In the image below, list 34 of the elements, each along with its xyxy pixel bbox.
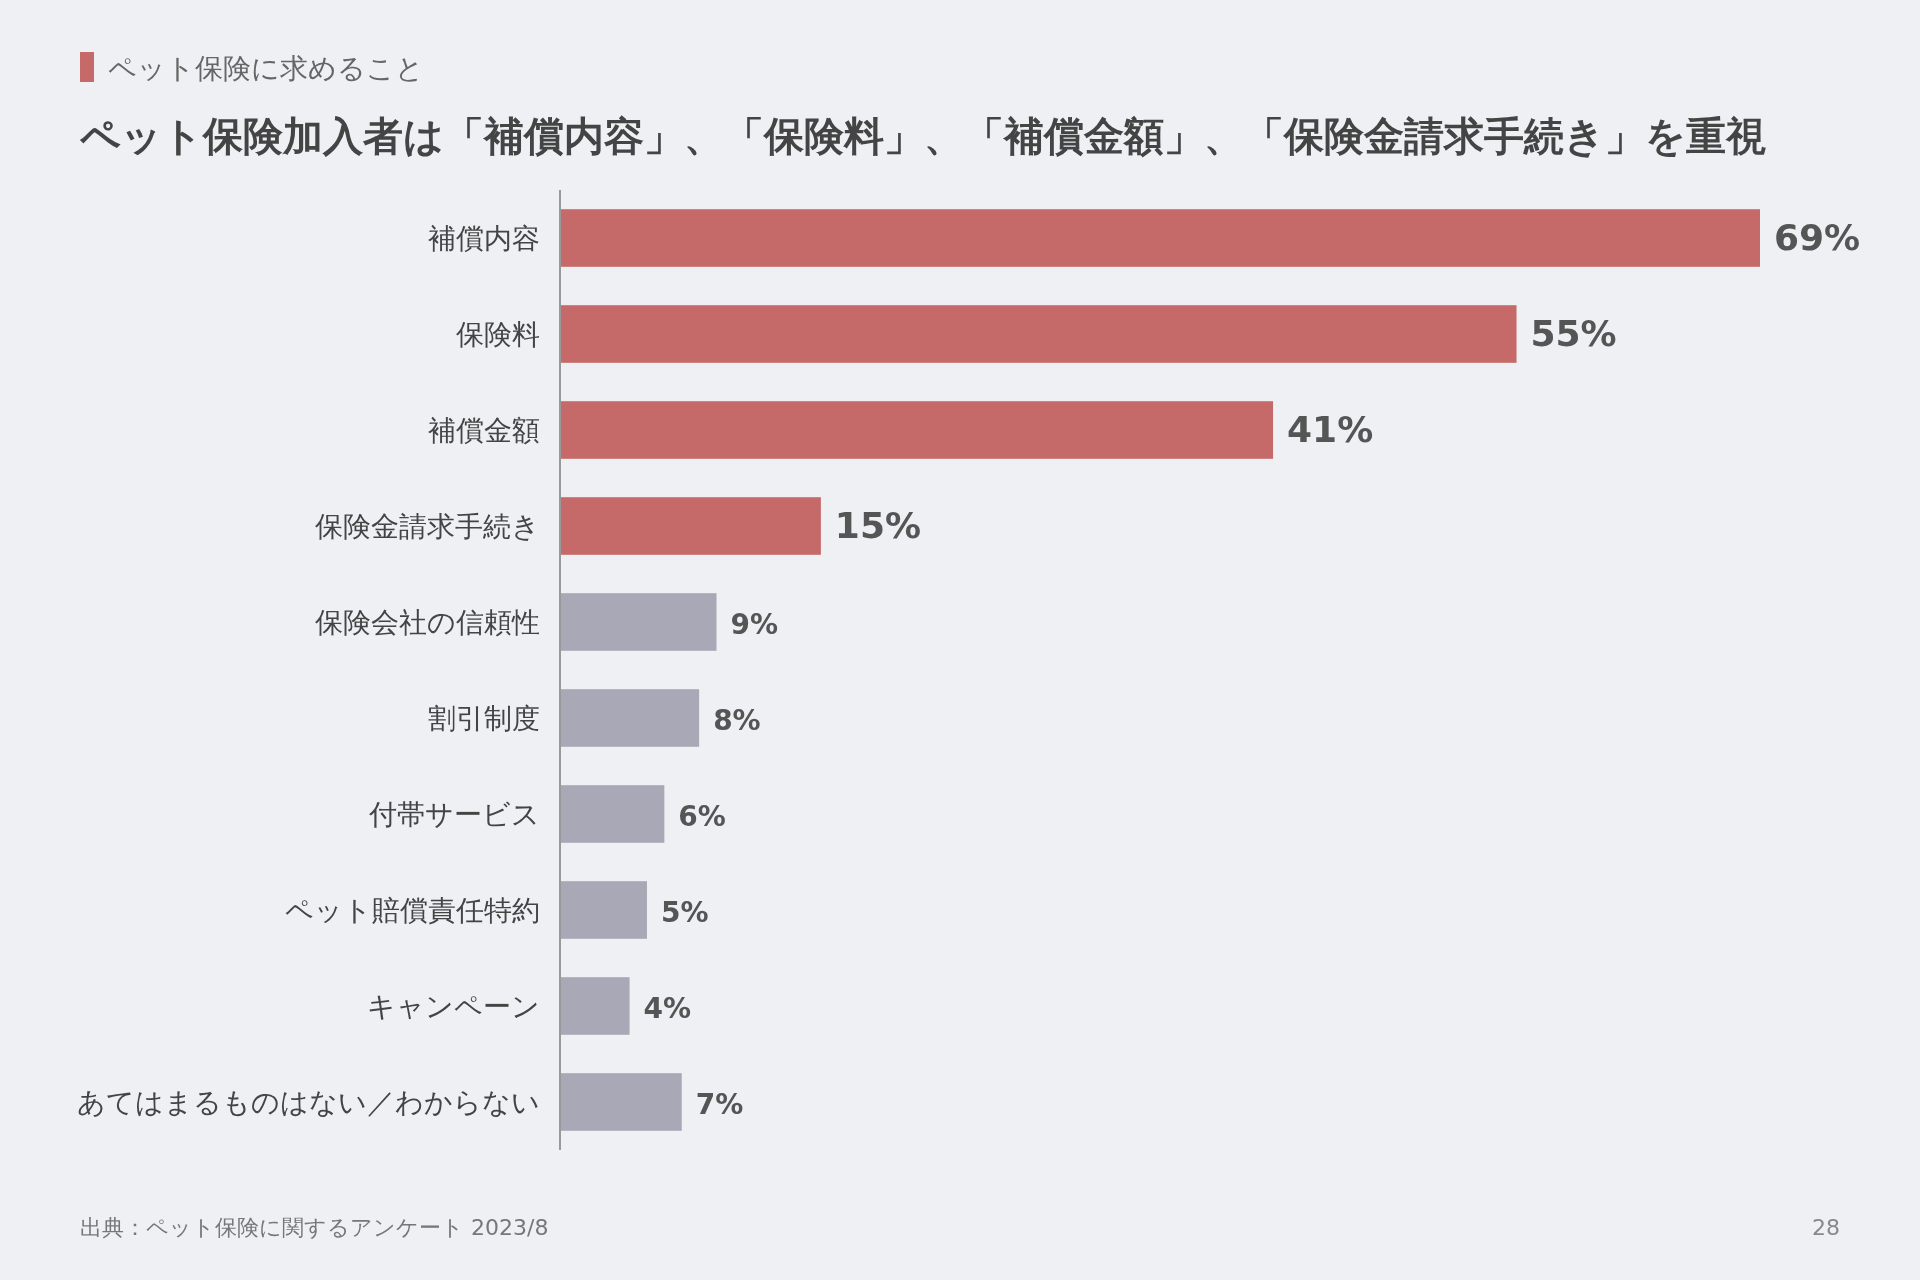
bar (560, 689, 700, 747)
bar (560, 977, 630, 1035)
bar (560, 881, 647, 939)
data-label: 7% (695, 1088, 744, 1121)
text: 28 (1812, 1215, 1840, 1240)
y-tick-label: ペット賠償責任特約 (285, 894, 540, 927)
bar (560, 401, 1274, 459)
bar (560, 305, 1517, 363)
data-label: 4% (643, 992, 692, 1025)
chart-title: ペット保険加入者は「補償内容」、「保険料」、「補償金額」、「保険金請求手続き」を重視 (79, 113, 1766, 159)
y-tick-label: 保険会社の信頼性 (315, 606, 540, 639)
source-note: 出典：ペット保険に関するアンケート 2023/8 (80, 1215, 549, 1240)
y-tick-label: あてはまるものはない／わからない (77, 1086, 540, 1119)
data-label: 41% (1287, 409, 1374, 450)
data-label: 55% (1530, 313, 1617, 354)
text: ペット保険に求めること (108, 52, 424, 85)
bar (560, 497, 821, 555)
bar (560, 1073, 682, 1131)
data-label: 9% (730, 608, 779, 641)
y-tick-label: 割引制度 (428, 702, 540, 735)
y-tick-label: 保険料 (456, 318, 540, 351)
data-label: 69% (1774, 217, 1861, 258)
bar (560, 593, 717, 651)
y-tick-label: 保険金請求手続き (315, 510, 540, 543)
data-label: 15% (834, 505, 922, 546)
data-label: 8% (713, 704, 761, 737)
y-tick-label: 補償内容 (428, 222, 540, 255)
y-tick-label: 付帯サービス (368, 798, 540, 831)
y-tick-label: 補償金額 (428, 414, 540, 447)
y-tick-label: キャンペーン (367, 990, 540, 1023)
data-label: 5% (660, 896, 709, 929)
bar (560, 785, 665, 843)
bar (560, 209, 1760, 267)
data-label: 6% (678, 800, 726, 833)
